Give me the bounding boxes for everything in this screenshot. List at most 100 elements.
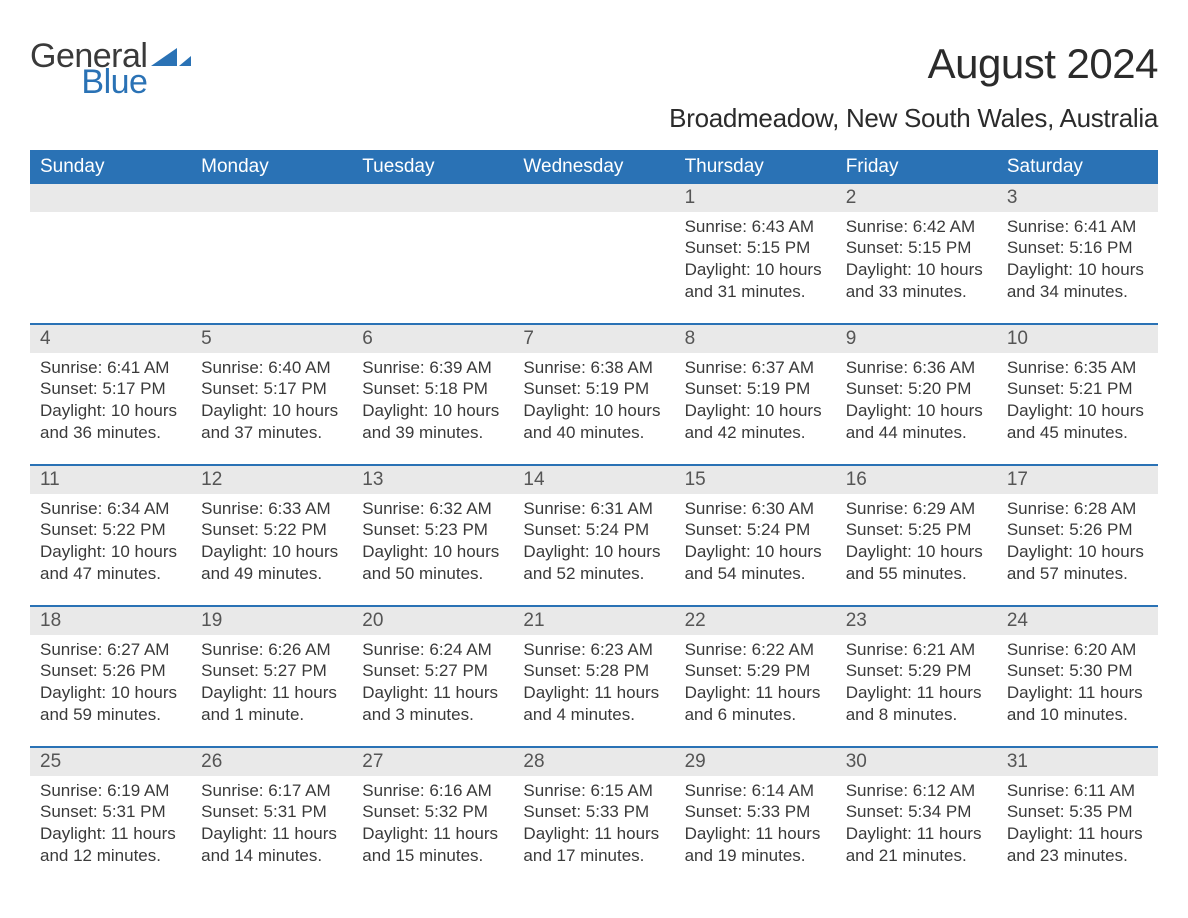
daylight-line: Daylight: 10 hours: [362, 400, 503, 422]
sunrise-line: Sunrise: 6:15 AM: [523, 780, 664, 802]
day-number: 23: [836, 607, 997, 635]
day-body-strip: Sunrise: 6:19 AMSunset: 5:31 PMDaylight:…: [30, 776, 1158, 873]
page-title: August 2024: [928, 40, 1158, 88]
day-number: 6: [352, 325, 513, 353]
day-cell: Sunrise: 6:29 AMSunset: 5:25 PMDaylight:…: [836, 494, 997, 591]
day-cell: Sunrise: 6:31 AMSunset: 5:24 PMDaylight:…: [513, 494, 674, 591]
sunrise-line: Sunrise: 6:17 AM: [201, 780, 342, 802]
calendar-header-row: Sunday Monday Tuesday Wednesday Thursday…: [30, 150, 1158, 184]
sunset-line: Sunset: 5:17 PM: [40, 378, 181, 400]
day-header: Friday: [836, 150, 997, 184]
day-header: Thursday: [675, 150, 836, 184]
sunset-line: Sunset: 5:28 PM: [523, 660, 664, 682]
daylight-line: Daylight: 11 hours: [362, 682, 503, 704]
day-cell: Sunrise: 6:11 AMSunset: 5:35 PMDaylight:…: [997, 776, 1158, 873]
sunrise-line: Sunrise: 6:41 AM: [1007, 216, 1148, 238]
day-number: 29: [675, 748, 836, 776]
day-number: [513, 184, 674, 212]
daylight-line: Daylight: 10 hours: [523, 541, 664, 563]
sunrise-line: Sunrise: 6:39 AM: [362, 357, 503, 379]
daylight-line: Daylight: 11 hours: [523, 682, 664, 704]
day-cell: [513, 212, 674, 309]
daylight-line: and 17 minutes.: [523, 845, 664, 867]
sunrise-line: Sunrise: 6:30 AM: [685, 498, 826, 520]
sunset-line: Sunset: 5:17 PM: [201, 378, 342, 400]
daylight-line: and 45 minutes.: [1007, 422, 1148, 444]
sunrise-line: Sunrise: 6:34 AM: [40, 498, 181, 520]
daylight-line: Daylight: 10 hours: [846, 541, 987, 563]
day-number: 10: [997, 325, 1158, 353]
day-cell: [30, 212, 191, 309]
day-cell: Sunrise: 6:35 AMSunset: 5:21 PMDaylight:…: [997, 353, 1158, 450]
sunset-line: Sunset: 5:33 PM: [685, 801, 826, 823]
day-number: 28: [513, 748, 674, 776]
day-body-strip: Sunrise: 6:27 AMSunset: 5:26 PMDaylight:…: [30, 635, 1158, 732]
sunset-line: Sunset: 5:22 PM: [40, 519, 181, 541]
sunrise-line: Sunrise: 6:21 AM: [846, 639, 987, 661]
daylight-line: Daylight: 10 hours: [40, 400, 181, 422]
sunrise-line: Sunrise: 6:42 AM: [846, 216, 987, 238]
sunset-line: Sunset: 5:19 PM: [685, 378, 826, 400]
sunrise-line: Sunrise: 6:32 AM: [362, 498, 503, 520]
day-header: Saturday: [997, 150, 1158, 184]
day-number: 5: [191, 325, 352, 353]
daylight-line: and 1 minute.: [201, 704, 342, 726]
daylight-line: and 34 minutes.: [1007, 281, 1148, 303]
calendar-week: 123Sunrise: 6:43 AMSunset: 5:15 PMDaylig…: [30, 184, 1158, 309]
logo-word-blue: Blue: [81, 66, 147, 98]
day-cell: Sunrise: 6:43 AMSunset: 5:15 PMDaylight:…: [675, 212, 836, 309]
daylight-line: Daylight: 10 hours: [201, 541, 342, 563]
sunset-line: Sunset: 5:16 PM: [1007, 237, 1148, 259]
sunset-line: Sunset: 5:32 PM: [362, 801, 503, 823]
daylight-line: Daylight: 10 hours: [201, 400, 342, 422]
day-header: Wednesday: [513, 150, 674, 184]
daylight-line: Daylight: 10 hours: [685, 541, 826, 563]
daylight-line: Daylight: 11 hours: [523, 823, 664, 845]
daylight-line: Daylight: 11 hours: [846, 823, 987, 845]
daylight-line: Daylight: 11 hours: [362, 823, 503, 845]
daylight-line: and 50 minutes.: [362, 563, 503, 585]
day-number: 2: [836, 184, 997, 212]
daylight-line: and 49 minutes.: [201, 563, 342, 585]
sunset-line: Sunset: 5:24 PM: [685, 519, 826, 541]
daynum-strip: 45678910: [30, 325, 1158, 353]
daylight-line: Daylight: 11 hours: [685, 823, 826, 845]
day-cell: Sunrise: 6:28 AMSunset: 5:26 PMDaylight:…: [997, 494, 1158, 591]
daylight-line: Daylight: 10 hours: [846, 400, 987, 422]
day-cell: Sunrise: 6:40 AMSunset: 5:17 PMDaylight:…: [191, 353, 352, 450]
day-cell: Sunrise: 6:15 AMSunset: 5:33 PMDaylight:…: [513, 776, 674, 873]
daylight-line: Daylight: 10 hours: [846, 259, 987, 281]
day-header: Sunday: [30, 150, 191, 184]
sunrise-line: Sunrise: 6:19 AM: [40, 780, 181, 802]
day-number: 26: [191, 748, 352, 776]
daylight-line: and 4 minutes.: [523, 704, 664, 726]
daynum-strip: 11121314151617: [30, 466, 1158, 494]
day-cell: Sunrise: 6:19 AMSunset: 5:31 PMDaylight:…: [30, 776, 191, 873]
daylight-line: Daylight: 11 hours: [201, 823, 342, 845]
daylight-line: and 10 minutes.: [1007, 704, 1148, 726]
sunrise-line: Sunrise: 6:24 AM: [362, 639, 503, 661]
day-cell: Sunrise: 6:42 AMSunset: 5:15 PMDaylight:…: [836, 212, 997, 309]
day-number: 3: [997, 184, 1158, 212]
day-number: 13: [352, 466, 513, 494]
day-number: 31: [997, 748, 1158, 776]
sunset-line: Sunset: 5:31 PM: [201, 801, 342, 823]
day-number: 12: [191, 466, 352, 494]
sunset-line: Sunset: 5:35 PM: [1007, 801, 1148, 823]
day-cell: Sunrise: 6:26 AMSunset: 5:27 PMDaylight:…: [191, 635, 352, 732]
day-cell: Sunrise: 6:37 AMSunset: 5:19 PMDaylight:…: [675, 353, 836, 450]
sunrise-line: Sunrise: 6:41 AM: [40, 357, 181, 379]
day-number: 22: [675, 607, 836, 635]
day-cell: Sunrise: 6:22 AMSunset: 5:29 PMDaylight:…: [675, 635, 836, 732]
daylight-line: Daylight: 10 hours: [40, 682, 181, 704]
sunrise-line: Sunrise: 6:26 AM: [201, 639, 342, 661]
sunrise-line: Sunrise: 6:37 AM: [685, 357, 826, 379]
daylight-line: Daylight: 10 hours: [685, 259, 826, 281]
day-cell: Sunrise: 6:36 AMSunset: 5:20 PMDaylight:…: [836, 353, 997, 450]
sunset-line: Sunset: 5:27 PM: [362, 660, 503, 682]
sunset-line: Sunset: 5:29 PM: [846, 660, 987, 682]
day-number: 8: [675, 325, 836, 353]
daylight-line: and 54 minutes.: [685, 563, 826, 585]
day-number: 17: [997, 466, 1158, 494]
sunset-line: Sunset: 5:33 PM: [523, 801, 664, 823]
